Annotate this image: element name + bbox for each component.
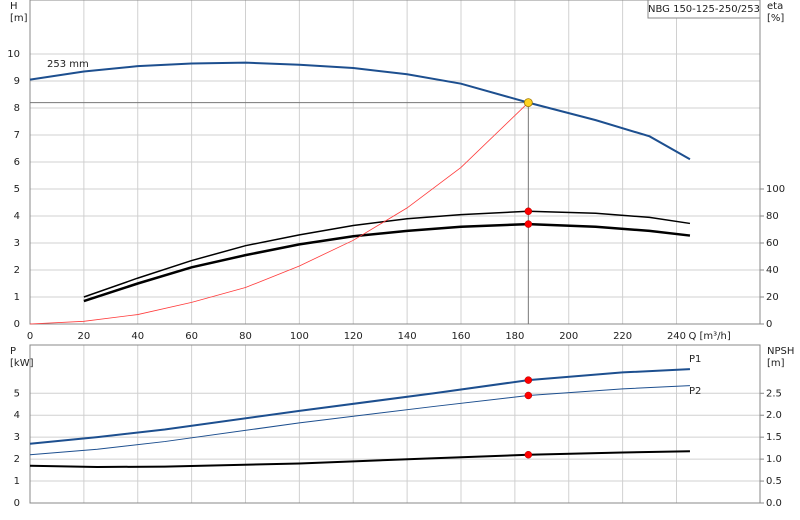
x-tick-label: 160 bbox=[451, 331, 470, 342]
series-line bbox=[29, 102, 529, 325]
y2-tick-label: 2.0 bbox=[766, 410, 782, 421]
series-line bbox=[83, 210, 691, 298]
y-axis-unit: [kW] bbox=[10, 358, 34, 369]
y2-tick-label: 1.5 bbox=[766, 432, 782, 443]
duty-marker bbox=[524, 376, 533, 384]
x-tick-label: 20 bbox=[78, 331, 91, 342]
x-tick-label: 220 bbox=[613, 331, 632, 342]
y2-tick-label: 100 bbox=[766, 184, 785, 195]
duty-marker bbox=[524, 207, 533, 216]
series-label: P1 bbox=[689, 354, 701, 365]
y-tick-label: 7 bbox=[14, 130, 20, 141]
plot-frame bbox=[29, 0, 761, 325]
y2-tick-label: 1.0 bbox=[766, 454, 782, 465]
y-tick-label: 1 bbox=[14, 476, 20, 487]
y2-axis-title: NPSH bbox=[767, 346, 794, 357]
y-axis-unit: [m] bbox=[10, 13, 28, 24]
y-tick-label: 8 bbox=[14, 103, 20, 114]
x-axis-title: Q [m³/h] bbox=[688, 331, 730, 342]
y-tick-label: 4 bbox=[14, 211, 20, 222]
y-tick-label: 10 bbox=[7, 49, 20, 60]
chart-title: NBG 150-125-250/253 bbox=[648, 4, 760, 15]
y2-axis-title: eta bbox=[767, 1, 783, 12]
series-label: 253 mm bbox=[47, 59, 89, 70]
x-tick-label: 80 bbox=[239, 331, 252, 342]
y-tick-label: 6 bbox=[14, 157, 20, 168]
series-line bbox=[83, 222, 691, 303]
series-line bbox=[29, 368, 691, 445]
y-tick-label: 0 bbox=[14, 498, 20, 509]
y-tick-label: 1 bbox=[14, 292, 20, 303]
y-tick-label: 4 bbox=[14, 410, 20, 421]
series-line bbox=[29, 450, 690, 469]
x-tick-label: 200 bbox=[559, 331, 578, 342]
y-tick-label: 3 bbox=[14, 238, 20, 249]
series-label: P2 bbox=[689, 386, 701, 397]
y-tick-label: 2 bbox=[14, 265, 20, 276]
y2-tick-label: 60 bbox=[766, 238, 779, 249]
y2-axis-unit: [%] bbox=[767, 13, 784, 24]
y2-tick-label: 40 bbox=[766, 265, 779, 276]
y-tick-label: 3 bbox=[14, 432, 20, 443]
y-tick-label: 5 bbox=[14, 388, 20, 399]
duty-marker bbox=[524, 391, 533, 400]
y2-tick-label: 0 bbox=[766, 319, 772, 330]
y2-tick-label: 20 bbox=[766, 292, 779, 303]
x-tick-label: 240 bbox=[667, 331, 686, 342]
x-tick-label: 60 bbox=[185, 331, 198, 342]
plot-frame bbox=[29, 344, 761, 504]
y2-tick-label: 0.0 bbox=[766, 498, 782, 509]
y-tick-label: 9 bbox=[14, 76, 20, 87]
y-tick-label: 0 bbox=[14, 319, 20, 330]
y2-axis-unit: [m] bbox=[767, 358, 785, 369]
x-tick-label: 140 bbox=[398, 331, 417, 342]
duty-point bbox=[523, 98, 533, 107]
y-tick-label: 2 bbox=[14, 454, 20, 465]
series-line bbox=[29, 61, 691, 161]
y-axis-title: P bbox=[10, 346, 16, 357]
y2-tick-label: 80 bbox=[766, 211, 779, 222]
x-tick-label: 120 bbox=[344, 331, 363, 342]
y2-tick-label: 2.5 bbox=[766, 388, 782, 399]
x-tick-label: 0 bbox=[27, 331, 33, 342]
duty-marker bbox=[524, 220, 533, 228]
series-line bbox=[29, 385, 690, 456]
y-tick-label: 5 bbox=[14, 184, 20, 195]
y2-tick-label: 0.5 bbox=[766, 476, 782, 487]
x-tick-label: 40 bbox=[131, 331, 144, 342]
x-tick-label: 180 bbox=[505, 331, 524, 342]
y-axis-title: H bbox=[10, 1, 18, 12]
duty-marker bbox=[524, 450, 533, 459]
x-tick-label: 100 bbox=[290, 331, 309, 342]
title-box bbox=[647, 0, 761, 19]
